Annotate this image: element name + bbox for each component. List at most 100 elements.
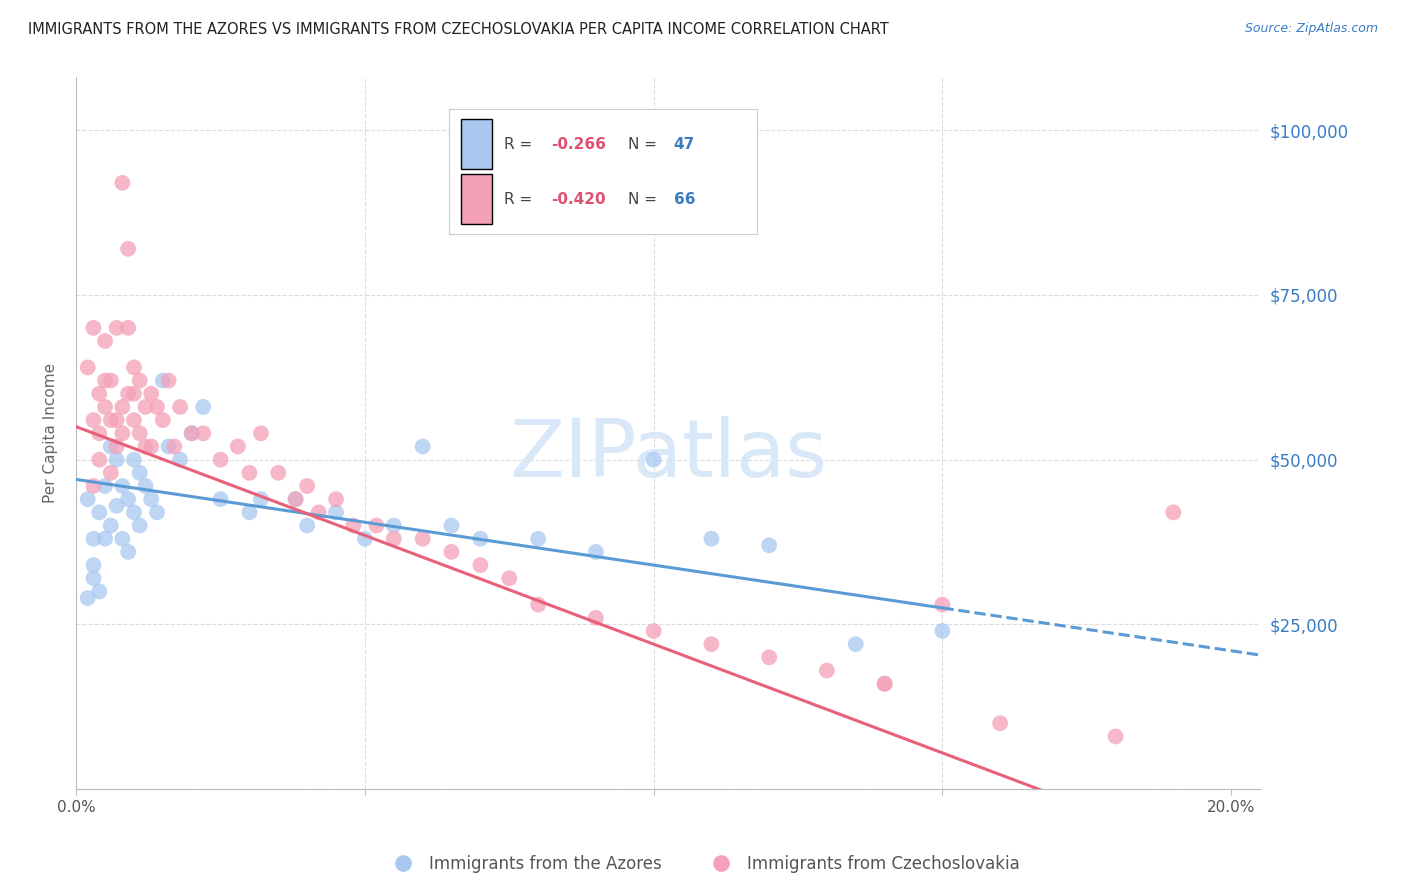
Point	[111, 532, 134, 546]
Point	[382, 532, 405, 546]
Point	[100, 413, 122, 427]
Point	[117, 242, 139, 256]
Point	[152, 374, 174, 388]
Point	[111, 426, 134, 441]
Point	[146, 400, 169, 414]
Text: IMMIGRANTS FROM THE AZORES VS IMMIGRANTS FROM CZECHOSLOVAKIA PER CAPITA INCOME C: IMMIGRANTS FROM THE AZORES VS IMMIGRANTS…	[28, 22, 889, 37]
Point	[122, 452, 145, 467]
Point	[295, 479, 318, 493]
Point	[89, 584, 111, 599]
Point	[134, 479, 156, 493]
Point	[758, 650, 780, 665]
Point	[873, 676, 896, 690]
Point	[498, 571, 520, 585]
Point	[105, 452, 128, 467]
Point	[94, 532, 117, 546]
Point	[308, 505, 330, 519]
Y-axis label: Per Capita Income: Per Capita Income	[44, 363, 58, 503]
Point	[931, 624, 953, 638]
Point	[111, 176, 134, 190]
Point	[382, 518, 405, 533]
Point	[209, 452, 232, 467]
Point	[117, 321, 139, 335]
Point	[931, 598, 953, 612]
Point	[105, 440, 128, 454]
Point	[169, 400, 191, 414]
Point	[585, 545, 607, 559]
Point	[815, 664, 838, 678]
Point	[83, 321, 105, 335]
Point	[700, 637, 723, 651]
Point	[122, 386, 145, 401]
Point	[284, 492, 307, 507]
Point	[134, 400, 156, 414]
Legend: Immigrants from the Azores, Immigrants from Czechoslovakia: Immigrants from the Azores, Immigrants f…	[380, 848, 1026, 880]
Text: ZIPatlas: ZIPatlas	[509, 416, 827, 493]
Point	[758, 538, 780, 552]
Point	[295, 518, 318, 533]
Point	[117, 545, 139, 559]
Point	[342, 518, 364, 533]
Point	[141, 492, 163, 507]
Point	[89, 452, 111, 467]
Point	[89, 386, 111, 401]
Point	[527, 532, 550, 546]
Point	[83, 532, 105, 546]
Point	[122, 413, 145, 427]
Point	[83, 413, 105, 427]
Point	[83, 479, 105, 493]
Point	[267, 466, 290, 480]
Point	[128, 518, 150, 533]
Point	[111, 479, 134, 493]
Point	[226, 440, 249, 454]
Point	[100, 440, 122, 454]
Point	[122, 505, 145, 519]
Point	[122, 360, 145, 375]
Point	[128, 426, 150, 441]
Point	[238, 505, 260, 519]
Point	[163, 440, 186, 454]
Point	[128, 374, 150, 388]
Point	[643, 624, 665, 638]
Point	[470, 558, 492, 573]
Point	[1163, 505, 1185, 519]
Point	[169, 452, 191, 467]
Point	[250, 492, 273, 507]
Point	[180, 426, 202, 441]
Point	[643, 452, 665, 467]
Point	[1104, 730, 1126, 744]
Point	[94, 374, 117, 388]
Point	[193, 400, 215, 414]
Point	[76, 492, 98, 507]
Point	[76, 591, 98, 605]
Point	[117, 492, 139, 507]
Point	[325, 505, 347, 519]
Point	[94, 400, 117, 414]
Point	[111, 400, 134, 414]
Point	[146, 505, 169, 519]
Point	[845, 637, 868, 651]
Point	[141, 440, 163, 454]
Point	[89, 426, 111, 441]
Point	[89, 505, 111, 519]
Point	[193, 426, 215, 441]
Point	[412, 440, 434, 454]
Point	[209, 492, 232, 507]
Point	[284, 492, 307, 507]
Point	[100, 374, 122, 388]
Point	[105, 499, 128, 513]
Point	[128, 466, 150, 480]
Point	[180, 426, 202, 441]
Point	[94, 334, 117, 348]
Point	[100, 518, 122, 533]
Point	[83, 558, 105, 573]
Point	[412, 532, 434, 546]
Point	[105, 413, 128, 427]
Point	[238, 466, 260, 480]
Point	[354, 532, 377, 546]
Point	[100, 466, 122, 480]
Point	[440, 545, 463, 559]
Point	[470, 532, 492, 546]
Point	[585, 611, 607, 625]
Point	[700, 532, 723, 546]
